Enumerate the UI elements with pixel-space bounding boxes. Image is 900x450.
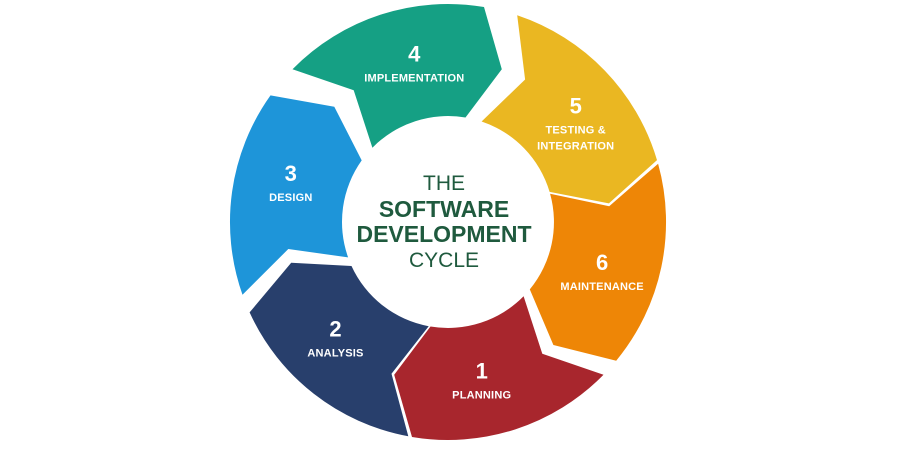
cycle-segment-4 — [292, 4, 502, 148]
stage-number: 3 — [285, 161, 297, 186]
center-title-line-the: THE — [423, 172, 465, 195]
cycle-segment-2 — [249, 262, 429, 437]
stage-label-line: TESTING & — [545, 124, 605, 136]
stage-label-line: MAINTENANCE — [560, 281, 643, 293]
stage-number: 1 — [476, 359, 488, 384]
stage-label-4: 4 IMPLEMENTATION — [364, 42, 464, 85]
center-title-line-software: SOFTWARE — [379, 196, 509, 222]
center-title: THE SOFTWARE DEVELOPMENT CYCLE — [356, 172, 531, 272]
stage-label-line: PLANNING — [452, 390, 511, 402]
cycle-segment-6 — [529, 163, 667, 361]
stage-number: 2 — [329, 317, 341, 342]
stage-label-6: 6 MAINTENANCE — [560, 250, 643, 293]
center-title-line-cycle: CYCLE — [409, 249, 479, 272]
stage-label-2: 2 ANALYSIS — [307, 317, 363, 360]
stage-label-1: 1 PLANNING — [452, 359, 511, 402]
stage-number: 4 — [408, 42, 421, 67]
stage-number: 5 — [570, 93, 582, 118]
cycle-segment-1 — [394, 296, 604, 440]
stage-label-line: IMPLEMENTATION — [364, 73, 464, 85]
stage-label-line: DESIGN — [269, 192, 312, 204]
cycle-segments — [229, 4, 667, 440]
stage-label-5: 5 TESTING & INTEGRATION — [537, 93, 614, 152]
cycle-segment-3 — [229, 95, 362, 295]
stage-label-3: 3 DESIGN — [269, 161, 312, 204]
stage-label-line: ANALYSIS — [307, 348, 363, 360]
cycle-labels: 1 PLANNING 2 ANALYSIS 3 DESIGN 4 IMPLEMENTATION… — [269, 42, 644, 402]
stage-label-line: INTEGRATION — [537, 140, 614, 152]
stage-number: 6 — [596, 250, 608, 275]
cycle-segment-5 — [481, 15, 657, 204]
center-title-line-development: DEVELOPMENT — [356, 221, 531, 247]
